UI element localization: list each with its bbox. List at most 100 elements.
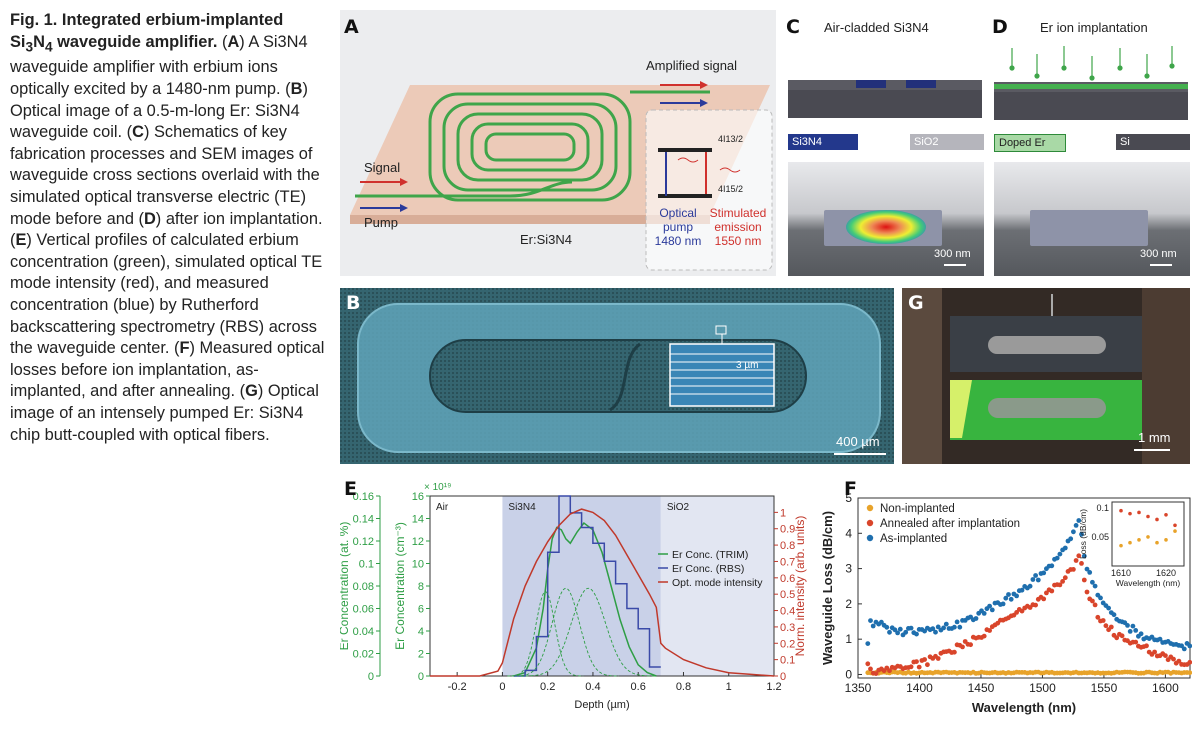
inset-point-1-4 [1155, 540, 1159, 545]
y-right-tick-label-7: 0.7 [780, 556, 795, 568]
panel-f-letter: F [844, 478, 857, 500]
inset-y-axis-label: Loss (dB/cm) [1078, 509, 1088, 559]
data-point [952, 649, 957, 655]
y-tick-label-1: 1 [845, 632, 852, 646]
data-point [1006, 592, 1011, 597]
panel-c-scale: 300 nm [934, 248, 971, 260]
x-tick-label-3: 0.4 [585, 681, 600, 693]
caption-letter-a: A [227, 32, 240, 51]
data-point [879, 619, 884, 625]
data-point [925, 662, 930, 668]
inset-point-0-6 [1173, 523, 1177, 528]
data-point [1106, 605, 1111, 611]
panel-d-title: Er ion implantation [1040, 20, 1148, 35]
data-point [1019, 608, 1025, 614]
series-points-2 [865, 518, 1193, 652]
region-0 [430, 496, 503, 676]
caption-c: Schematics of key fabrication processes … [10, 123, 320, 228]
data-point [1060, 579, 1065, 584]
x-axis-label: Depth (µm) [574, 699, 629, 711]
y-inner-tick-label-4: 8 [418, 581, 424, 593]
y-outer-tick-label-1: 0.02 [353, 649, 374, 661]
data-point [1187, 659, 1193, 665]
x-tick-label-1: 1400 [906, 681, 933, 695]
data-point [1171, 656, 1176, 662]
panel-d: D Er ion implantation Doped Er Si 300 nm [992, 10, 1190, 276]
data-point [1098, 595, 1103, 601]
region-label-2: SiO2 [667, 502, 690, 513]
y-right-tick-label-1: 0.1 [780, 655, 795, 667]
legend-marker-2 [866, 534, 874, 542]
data-point [954, 619, 960, 625]
data-point [1176, 658, 1182, 664]
data-point [1090, 579, 1095, 585]
data-point [868, 618, 873, 623]
inset-point-1-2 [1137, 538, 1141, 542]
x-tick-label-5: 1600 [1152, 681, 1179, 695]
data-point [1181, 646, 1187, 652]
data-point [989, 607, 995, 613]
y-outer-tick-label-5: 0.1 [359, 559, 374, 571]
panel-b-scale: 400 µm [836, 434, 880, 449]
data-point [1163, 653, 1168, 658]
data-point [1057, 551, 1063, 557]
chart-e: Air Si3N4 SiO2 -0.2 0 0.2 0.4 0.6 0.8 1 1.2 Depth (… [337, 482, 807, 711]
inset-y-tick-label-1: 0.1 [1096, 503, 1109, 513]
data-point [1179, 643, 1184, 649]
y-right-tick-label-6: 0.6 [780, 573, 795, 585]
data-point [1125, 623, 1130, 628]
data-point [1033, 573, 1038, 578]
sem-image-c: 300 nm [788, 162, 984, 276]
data-point [1003, 595, 1009, 601]
substrate-edge [350, 215, 710, 224]
y-inner-tick-label-2: 4 [418, 626, 424, 638]
y-inner-axis-label: Er Concentration (cm⁻³) [393, 522, 407, 650]
y-outer-tick-label-4: 0.08 [353, 581, 374, 593]
legend-entry-0: Er Conc. (TRIM) [672, 549, 748, 561]
ion-beam [1009, 46, 1175, 81]
data-point [1090, 598, 1095, 604]
data-point [1092, 583, 1098, 589]
data-point [916, 664, 922, 670]
data-point [895, 630, 900, 636]
inset-point-0-1 [1128, 511, 1132, 516]
y-outer-axis-label: Er Concentration (at. %) [340, 522, 351, 651]
x-tick-label-3: 1500 [1029, 681, 1056, 695]
waveguide-coil [355, 90, 710, 202]
data-point [908, 664, 914, 670]
data-point [887, 668, 892, 674]
data-point [1062, 545, 1068, 551]
panel-g-letter: G [908, 292, 924, 314]
y-right-tick-label-2: 0.2 [780, 638, 795, 650]
y-outer-tick-label-0: 0 [368, 671, 374, 683]
series-line-4 [511, 587, 620, 677]
region-2 [660, 496, 774, 676]
data-point [1027, 583, 1033, 589]
pump-arrowhead [400, 204, 408, 212]
panel-b-image [340, 288, 894, 464]
panel-d-letter: D [992, 16, 1008, 38]
amplified-signal-label: Amplified signal [646, 58, 738, 73]
data-point [1119, 633, 1125, 639]
data-point [1087, 570, 1093, 575]
legend-marker-0 [866, 504, 874, 512]
data-point [892, 627, 898, 633]
data-point [968, 642, 973, 648]
caption-title: Fig. 1. Integrated erbium-implanted Si3N… [10, 11, 284, 54]
data-point [1152, 649, 1157, 655]
y-inner-tick-label-8: 16 [412, 491, 424, 503]
panel-c-scale-bar [944, 264, 966, 266]
data-point [973, 616, 979, 621]
data-point [930, 626, 936, 632]
data-point [922, 657, 927, 662]
data-point [1035, 577, 1041, 583]
data-point [1073, 523, 1079, 528]
data-point [1114, 635, 1120, 641]
data-point [1103, 623, 1109, 629]
data-point [943, 621, 949, 627]
data-point [1130, 623, 1136, 629]
x-tick-label-0: 1350 [845, 681, 872, 695]
data-point [884, 624, 890, 630]
inset-point-0-0 [1119, 508, 1123, 513]
data-point [1092, 602, 1098, 608]
